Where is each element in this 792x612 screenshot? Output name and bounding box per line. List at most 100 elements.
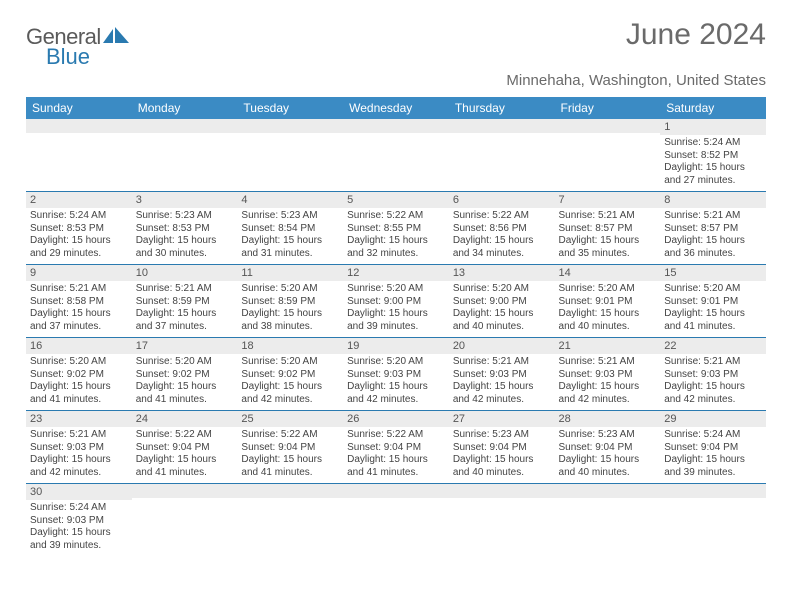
calendar-cell: 12Sunrise: 5:20 AMSunset: 9:00 PMDayligh… (343, 265, 449, 338)
day-number: 22 (660, 338, 766, 354)
day-details: Sunrise: 5:22 AMSunset: 9:04 PMDaylight:… (343, 427, 449, 483)
calendar-cell: 3Sunrise: 5:23 AMSunset: 8:53 PMDaylight… (132, 192, 238, 265)
calendar-cell (449, 119, 555, 192)
logo: General Blue (26, 24, 132, 70)
calendar-table: SundayMondayTuesdayWednesdayThursdayFrid… (26, 97, 766, 556)
weekday-header: Tuesday (237, 97, 343, 119)
calendar-cell: 7Sunrise: 5:21 AMSunset: 8:57 PMDaylight… (555, 192, 661, 265)
weekday-header: Saturday (660, 97, 766, 119)
day-number: 15 (660, 265, 766, 281)
calendar-cell: 20Sunrise: 5:21 AMSunset: 9:03 PMDayligh… (449, 338, 555, 411)
calendar-cell: 5Sunrise: 5:22 AMSunset: 8:55 PMDaylight… (343, 192, 449, 265)
calendar-cell (343, 119, 449, 192)
day-details: Sunrise: 5:23 AMSunset: 9:04 PMDaylight:… (555, 427, 661, 483)
day-details: Sunrise: 5:21 AMSunset: 9:03 PMDaylight:… (26, 427, 132, 483)
day-number: 19 (343, 338, 449, 354)
calendar-row: 16Sunrise: 5:20 AMSunset: 9:02 PMDayligh… (26, 338, 766, 411)
calendar-cell: 28Sunrise: 5:23 AMSunset: 9:04 PMDayligh… (555, 411, 661, 484)
day-number: 30 (26, 484, 132, 500)
day-number: 26 (343, 411, 449, 427)
day-details: Sunrise: 5:20 AMSunset: 9:01 PMDaylight:… (660, 281, 766, 337)
calendar-cell: 19Sunrise: 5:20 AMSunset: 9:03 PMDayligh… (343, 338, 449, 411)
day-details: Sunrise: 5:21 AMSunset: 8:58 PMDaylight:… (26, 281, 132, 337)
day-details: Sunrise: 5:20 AMSunset: 9:02 PMDaylight:… (26, 354, 132, 410)
day-number: 18 (237, 338, 343, 354)
calendar-cell: 2Sunrise: 5:24 AMSunset: 8:53 PMDaylight… (26, 192, 132, 265)
calendar-cell: 15Sunrise: 5:20 AMSunset: 9:01 PMDayligh… (660, 265, 766, 338)
day-details: Sunrise: 5:20 AMSunset: 9:02 PMDaylight:… (132, 354, 238, 410)
day-details: Sunrise: 5:23 AMSunset: 9:04 PMDaylight:… (449, 427, 555, 483)
day-number: 28 (555, 411, 661, 427)
day-number: 25 (237, 411, 343, 427)
day-details: Sunrise: 5:22 AMSunset: 8:55 PMDaylight:… (343, 208, 449, 264)
day-number: 23 (26, 411, 132, 427)
day-details: Sunrise: 5:20 AMSunset: 9:01 PMDaylight:… (555, 281, 661, 337)
logo-sails-icon (102, 26, 132, 49)
day-details: Sunrise: 5:22 AMSunset: 9:04 PMDaylight:… (237, 427, 343, 483)
weekday-header: Wednesday (343, 97, 449, 119)
day-number: 8 (660, 192, 766, 208)
calendar-cell (132, 119, 238, 192)
calendar-cell: 8Sunrise: 5:21 AMSunset: 8:57 PMDaylight… (660, 192, 766, 265)
calendar-cell: 26Sunrise: 5:22 AMSunset: 9:04 PMDayligh… (343, 411, 449, 484)
day-number: 21 (555, 338, 661, 354)
day-number: 20 (449, 338, 555, 354)
calendar-cell (237, 484, 343, 557)
day-details: Sunrise: 5:22 AMSunset: 9:04 PMDaylight:… (132, 427, 238, 483)
day-number: 1 (660, 119, 766, 135)
calendar-cell: 6Sunrise: 5:22 AMSunset: 8:56 PMDaylight… (449, 192, 555, 265)
day-number: 9 (26, 265, 132, 281)
calendar-cell (237, 119, 343, 192)
day-details: Sunrise: 5:21 AMSunset: 9:03 PMDaylight:… (555, 354, 661, 410)
calendar-cell (343, 484, 449, 557)
day-number: 12 (343, 265, 449, 281)
calendar-cell: 30Sunrise: 5:24 AMSunset: 9:03 PMDayligh… (26, 484, 132, 557)
calendar-cell: 4Sunrise: 5:23 AMSunset: 8:54 PMDaylight… (237, 192, 343, 265)
calendar-cell: 24Sunrise: 5:22 AMSunset: 9:04 PMDayligh… (132, 411, 238, 484)
day-details: Sunrise: 5:24 AMSunset: 9:03 PMDaylight:… (26, 500, 132, 556)
calendar-row: 30Sunrise: 5:24 AMSunset: 9:03 PMDayligh… (26, 484, 766, 557)
calendar-cell: 10Sunrise: 5:21 AMSunset: 8:59 PMDayligh… (132, 265, 238, 338)
weekday-header: Friday (555, 97, 661, 119)
logo-block: General Blue (26, 24, 132, 70)
day-number: 17 (132, 338, 238, 354)
location-subtitle: Minnehaha, Washington, United States (26, 72, 766, 89)
day-number: 2 (26, 192, 132, 208)
day-details: Sunrise: 5:20 AMSunset: 8:59 PMDaylight:… (237, 281, 343, 337)
calendar-cell: 14Sunrise: 5:20 AMSunset: 9:01 PMDayligh… (555, 265, 661, 338)
day-details: Sunrise: 5:23 AMSunset: 8:53 PMDaylight:… (132, 208, 238, 264)
day-details: Sunrise: 5:21 AMSunset: 8:59 PMDaylight:… (132, 281, 238, 337)
weekday-header: Monday (132, 97, 238, 119)
calendar-cell: 29Sunrise: 5:24 AMSunset: 9:04 PMDayligh… (660, 411, 766, 484)
calendar-cell (449, 484, 555, 557)
calendar-row: 9Sunrise: 5:21 AMSunset: 8:58 PMDaylight… (26, 265, 766, 338)
calendar-cell: 16Sunrise: 5:20 AMSunset: 9:02 PMDayligh… (26, 338, 132, 411)
calendar-row: 2Sunrise: 5:24 AMSunset: 8:53 PMDaylight… (26, 192, 766, 265)
day-details: Sunrise: 5:21 AMSunset: 9:03 PMDaylight:… (660, 354, 766, 410)
calendar-cell: 21Sunrise: 5:21 AMSunset: 9:03 PMDayligh… (555, 338, 661, 411)
day-details: Sunrise: 5:22 AMSunset: 8:56 PMDaylight:… (449, 208, 555, 264)
day-number: 7 (555, 192, 661, 208)
title-block: June 2024 (626, 18, 766, 52)
calendar-cell (555, 119, 661, 192)
day-details: Sunrise: 5:21 AMSunset: 8:57 PMDaylight:… (660, 208, 766, 264)
day-number: 13 (449, 265, 555, 281)
calendar-row: 23Sunrise: 5:21 AMSunset: 9:03 PMDayligh… (26, 411, 766, 484)
day-details: Sunrise: 5:24 AMSunset: 9:04 PMDaylight:… (660, 427, 766, 483)
day-number: 27 (449, 411, 555, 427)
calendar-cell: 17Sunrise: 5:20 AMSunset: 9:02 PMDayligh… (132, 338, 238, 411)
calendar-cell: 11Sunrise: 5:20 AMSunset: 8:59 PMDayligh… (237, 265, 343, 338)
weekday-header-row: SundayMondayTuesdayWednesdayThursdayFrid… (26, 97, 766, 119)
weekday-header: Thursday (449, 97, 555, 119)
calendar-cell: 27Sunrise: 5:23 AMSunset: 9:04 PMDayligh… (449, 411, 555, 484)
day-number: 6 (449, 192, 555, 208)
day-number: 3 (132, 192, 238, 208)
day-details: Sunrise: 5:24 AMSunset: 8:53 PMDaylight:… (26, 208, 132, 264)
calendar-cell: 1Sunrise: 5:24 AMSunset: 8:52 PMDaylight… (660, 119, 766, 192)
day-details: Sunrise: 5:20 AMSunset: 9:00 PMDaylight:… (343, 281, 449, 337)
day-details: Sunrise: 5:20 AMSunset: 9:03 PMDaylight:… (343, 354, 449, 410)
day-details: Sunrise: 5:20 AMSunset: 9:00 PMDaylight:… (449, 281, 555, 337)
calendar-cell (555, 484, 661, 557)
calendar-cell: 22Sunrise: 5:21 AMSunset: 9:03 PMDayligh… (660, 338, 766, 411)
page-title: June 2024 (626, 18, 766, 52)
